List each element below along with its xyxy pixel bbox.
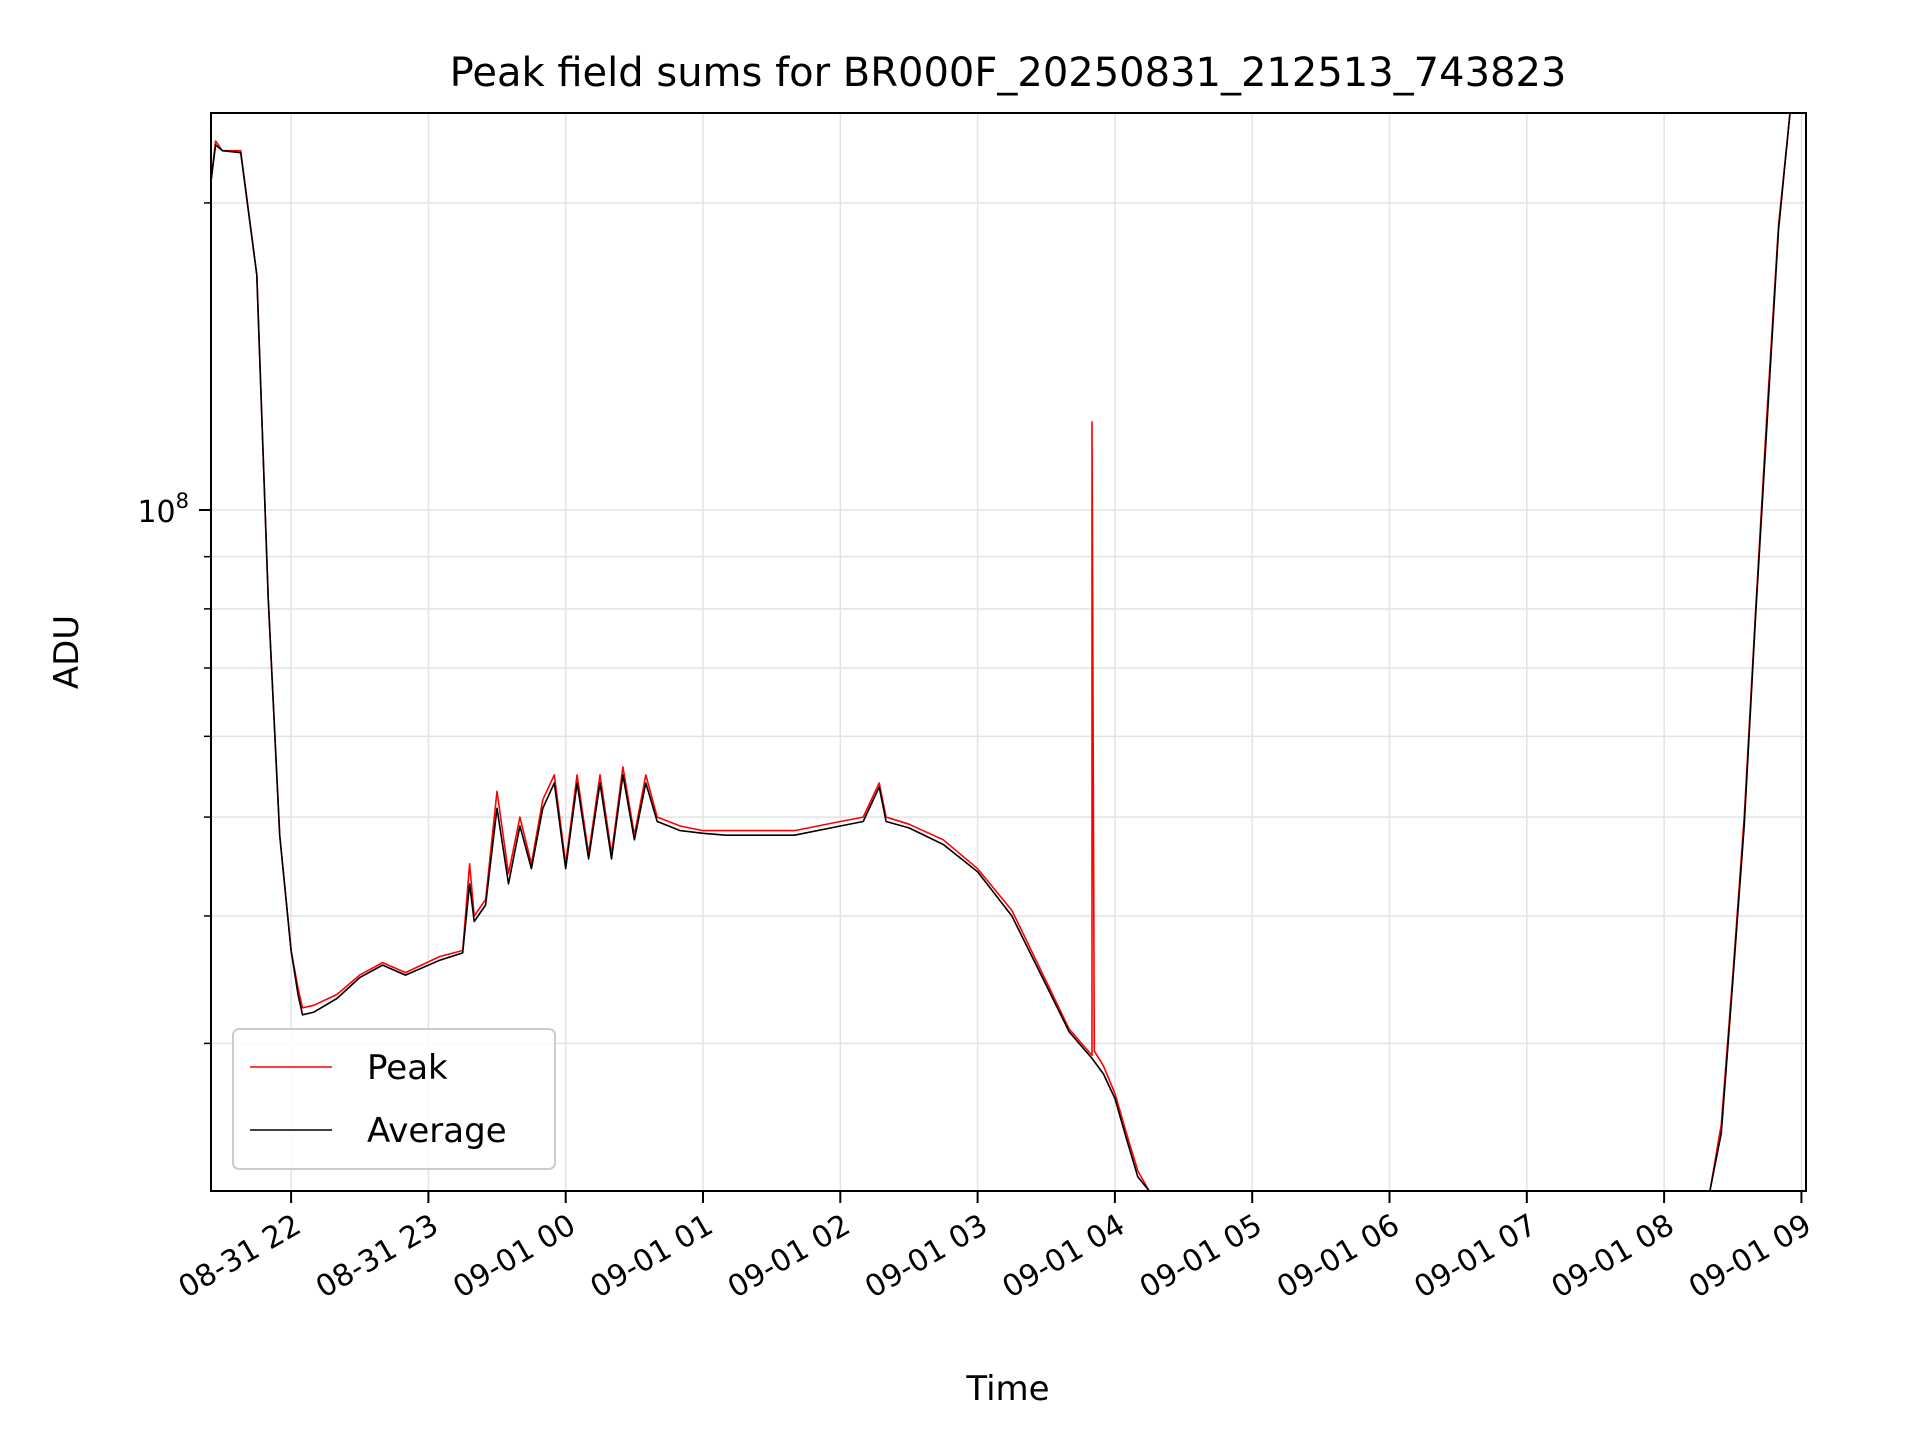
plot-area: [211, 113, 1806, 1191]
y-axis-ticks: 108: [137, 202, 211, 1045]
y-axis-label: ADU: [47, 615, 87, 689]
legend-label-peak: Peak: [367, 1048, 448, 1088]
legend-label-average: Average: [367, 1111, 507, 1151]
legend: Peak Average: [232, 1028, 556, 1170]
y-tick-label: 108: [137, 489, 189, 530]
legend-box: [232, 1028, 556, 1170]
x-axis-label: Time: [965, 1369, 1049, 1409]
chart-title: Peak field sums for BR000F_20250831_2125…: [450, 50, 1567, 96]
plot-frame: [210, 112, 1807, 1192]
grid: [211, 113, 1806, 1191]
